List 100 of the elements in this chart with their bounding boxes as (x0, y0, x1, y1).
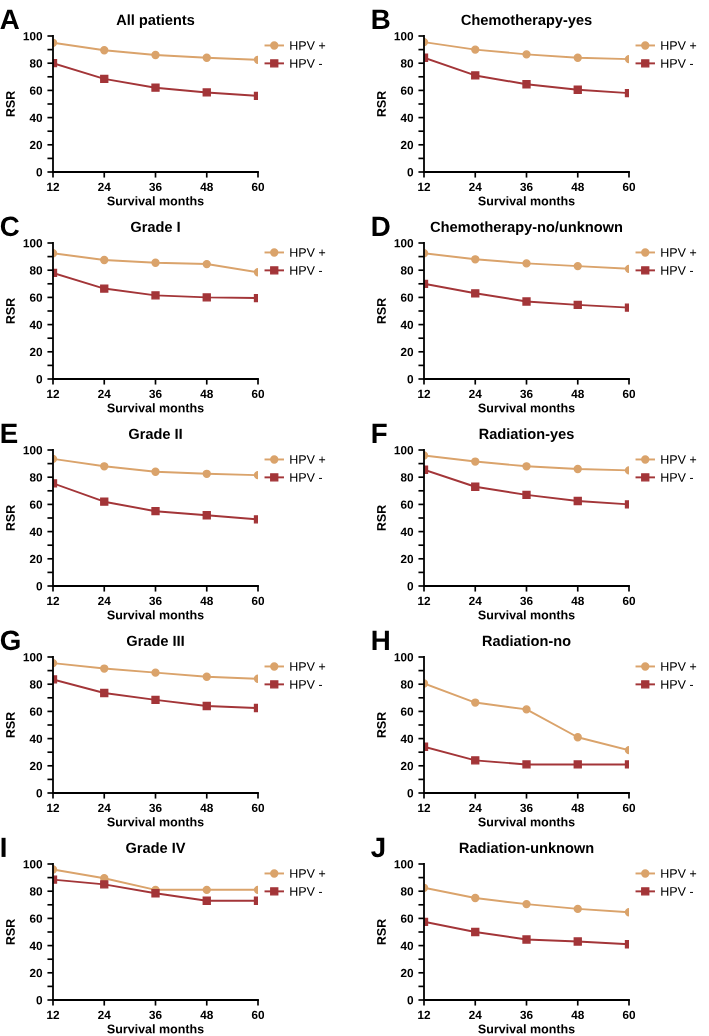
x-tick-label: 36 (149, 389, 162, 399)
legend-label: HPV + (661, 455, 697, 464)
legend-label: HPV + (290, 455, 326, 464)
point (100, 462, 109, 471)
chart-title: Grade II (128, 428, 182, 440)
x-axis-title: Survival months (107, 817, 204, 827)
legend-label: HPV - (661, 887, 694, 896)
point (100, 74, 109, 84)
point (573, 464, 582, 474)
point (151, 467, 160, 476)
x-tick-label: 24 (469, 1010, 482, 1019)
point (151, 50, 160, 60)
x-tick-label: 36 (149, 1010, 162, 1020)
x-axis-title: Survival months (478, 196, 575, 206)
y-tick-label: 0 (407, 168, 414, 177)
y-tick-label: 60 (29, 86, 43, 95)
y-tick-label: 0 (407, 789, 414, 798)
point (151, 695, 160, 705)
y-axis-title: RSR (6, 298, 15, 324)
point (522, 705, 531, 714)
point (100, 688, 109, 698)
point (573, 937, 582, 946)
point (202, 469, 211, 478)
y-axis-title: RSR (377, 712, 386, 738)
y-tick-label: 40 (29, 113, 43, 122)
legend-label: HPV - (290, 887, 323, 896)
x-tick-label: 24 (98, 389, 111, 398)
chart-title: Grade III (126, 635, 184, 647)
y-tick-label: 80 (29, 680, 43, 689)
y-tick-label: 0 (36, 168, 43, 177)
text: I (1, 837, 6, 857)
point (202, 259, 211, 269)
legend-label: HPV + (661, 248, 697, 257)
text: G (0, 630, 20, 651)
point (151, 83, 160, 92)
y-axis-title: RSR (6, 919, 15, 945)
point (573, 904, 582, 914)
text: F (372, 423, 387, 443)
x-tick-label: 60 (622, 1010, 636, 1020)
x-tick-label: 48 (200, 803, 213, 813)
point (573, 496, 582, 506)
y-tick-label: 20 (29, 347, 43, 357)
x-tick-label: 12 (47, 389, 60, 398)
y-tick-label: 20 (29, 968, 43, 978)
y-tick-label: 0 (36, 996, 43, 1005)
point (202, 896, 211, 905)
y-tick-label: 20 (400, 968, 414, 978)
x-axis-title: Survival months (478, 403, 575, 413)
y-axis-title: RSR (6, 712, 15, 738)
y-tick-label: 0 (407, 375, 414, 384)
x-tick-label: 12 (418, 182, 431, 191)
text: J (371, 837, 385, 858)
legend-label: HPV + (290, 662, 326, 671)
text: C (0, 216, 19, 237)
y-tick-label: 100 (394, 32, 414, 41)
x-tick-label: 48 (571, 389, 584, 399)
x-axis-title: Survival months (478, 817, 575, 827)
y-tick-label: 100 (23, 860, 43, 869)
x-tick-label: 48 (200, 1010, 213, 1020)
y-tick-label: 60 (29, 914, 43, 923)
y-tick-label: 40 (400, 734, 414, 743)
y-tick-label: 80 (400, 59, 414, 68)
x-tick-label: 24 (98, 182, 111, 191)
x-tick-label: 12 (418, 1010, 431, 1019)
y-tick-label: 60 (400, 707, 414, 716)
text: A (0, 9, 20, 29)
x-tick-label: 48 (200, 389, 213, 399)
legend-label: HPV - (290, 473, 323, 482)
y-tick-label: 40 (29, 320, 43, 329)
x-tick-label: 60 (251, 596, 265, 606)
x-tick-label: 36 (149, 596, 162, 606)
legend-label: HPV + (661, 41, 697, 50)
x-tick-label: 48 (571, 803, 584, 813)
point (522, 462, 531, 471)
x-tick-label: 36 (520, 1010, 533, 1020)
point (522, 760, 531, 769)
point (522, 50, 531, 59)
y-tick-label: 80 (400, 266, 414, 275)
point (202, 672, 211, 681)
y-tick-label: 60 (29, 293, 43, 302)
y-tick-label: 100 (394, 239, 414, 248)
point (573, 85, 582, 94)
point (522, 259, 531, 268)
y-tick-label: 0 (36, 582, 43, 591)
legend-label: HPV - (661, 473, 694, 482)
y-tick-label: 40 (29, 734, 43, 743)
point (573, 760, 582, 769)
y-tick-label: 40 (400, 527, 414, 536)
legend-label: HPV - (661, 59, 694, 68)
y-tick-label: 80 (400, 887, 414, 896)
x-tick-label: 24 (98, 596, 111, 605)
y-tick-label: 40 (29, 941, 43, 950)
y-tick-label: 100 (23, 446, 43, 455)
y-tick-label: 20 (29, 140, 43, 150)
y-tick-label: 60 (29, 500, 43, 509)
point (573, 300, 582, 310)
point (471, 457, 480, 466)
point (151, 668, 160, 677)
y-tick-label: 100 (23, 653, 43, 662)
x-tick-label: 12 (418, 803, 431, 812)
